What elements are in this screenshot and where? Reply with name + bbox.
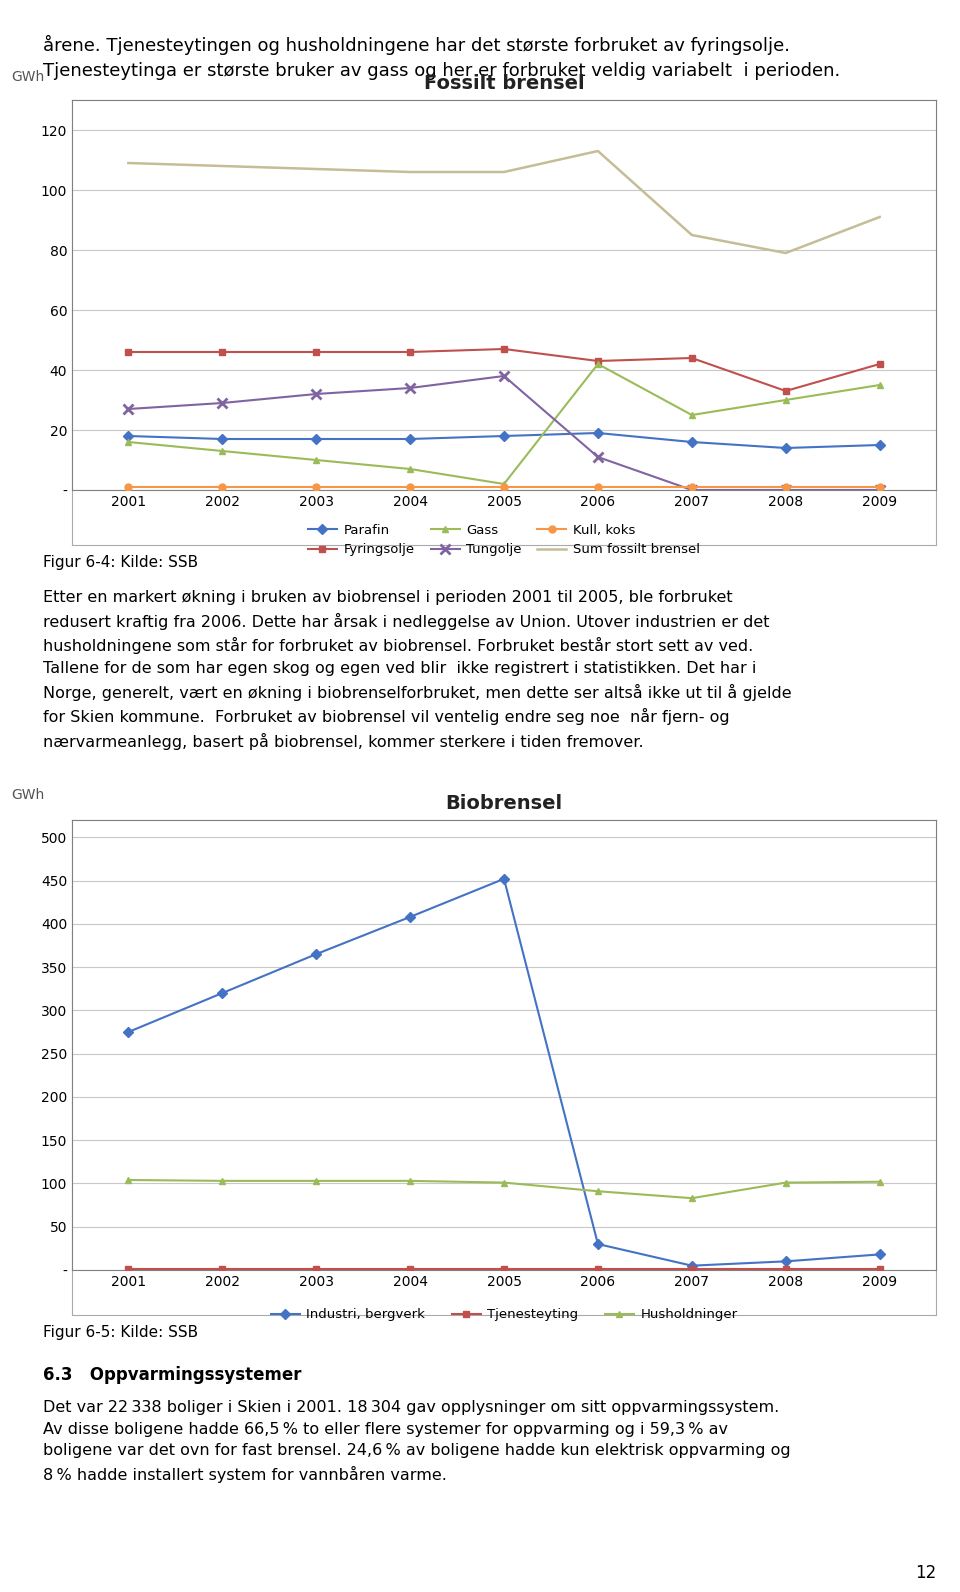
Text: årene. Tjenesteytingen og husholdningene har det største forbruket av fyringsolj: årene. Tjenesteytingen og husholdningene… [43,35,840,80]
Text: Figur 6-5: Kilde: SSB: Figur 6-5: Kilde: SSB [43,1325,199,1340]
Text: Det var 22 338 boliger i Skien i 2001. 18 304 gav opplysninger om sitt oppvarmin: Det var 22 338 boliger i Skien i 2001. 1… [43,1399,791,1482]
Text: GWh: GWh [12,788,45,802]
Legend: Parafin, Fyringsolje, Gass, Tungolje, Kull, koks, Sum fossilt brensel: Parafin, Fyringsolje, Gass, Tungolje, Ku… [302,519,706,562]
Text: Etter en markert økning i bruken av biobrensel i perioden 2001 til 2005, ble for: Etter en markert økning i bruken av biob… [43,591,792,750]
Legend: Industri, bergverk, Tjenesteyting, Husholdninger: Industri, bergverk, Tjenesteyting, Husho… [265,1302,743,1326]
Text: GWh: GWh [12,70,45,84]
Text: 12: 12 [915,1563,936,1581]
Text: Figur 6-4: Kilde: SSB: Figur 6-4: Kilde: SSB [43,556,199,570]
Text: 6.3   Oppvarmingssystemer: 6.3 Oppvarmingssystemer [43,1366,301,1383]
Title: Fossilt brensel: Fossilt brensel [423,73,585,92]
Title: Biobrensel: Biobrensel [445,794,563,814]
